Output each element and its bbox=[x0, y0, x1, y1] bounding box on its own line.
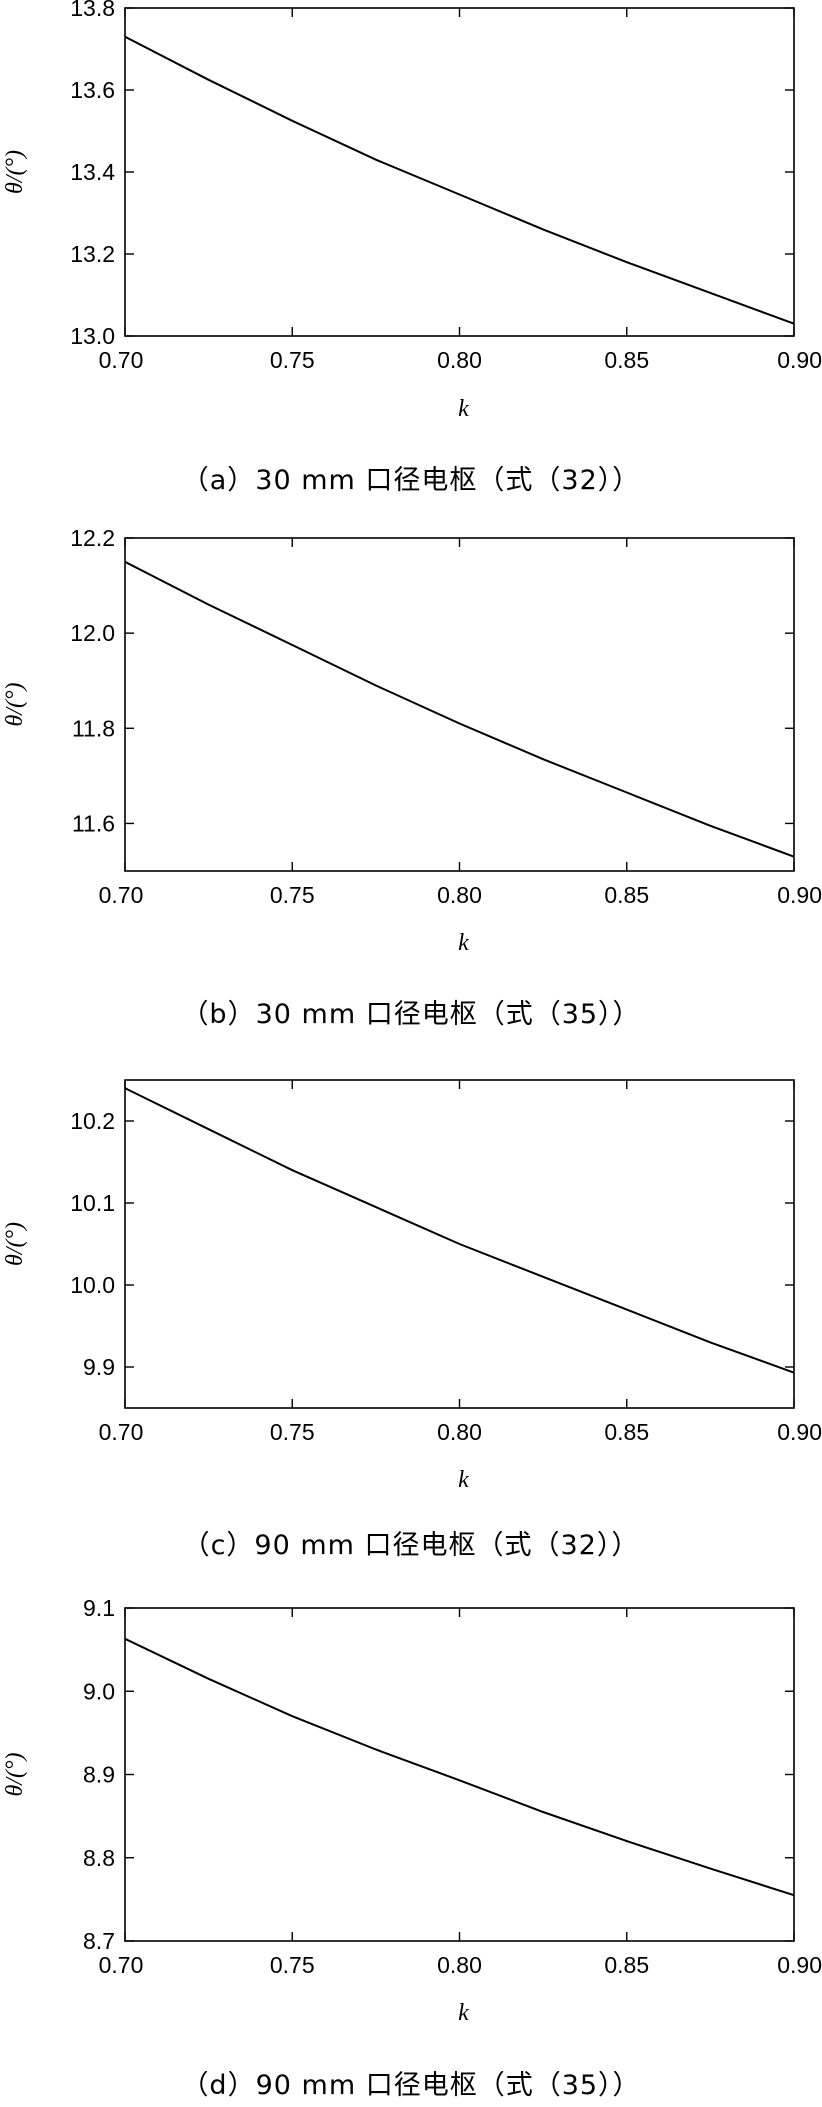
y-tick-label: 10.2 bbox=[70, 1108, 115, 1134]
y-tick-label: 11.6 bbox=[72, 810, 115, 836]
y-tick-label: 12.0 bbox=[70, 620, 115, 646]
x-tick-label: 0.85 bbox=[604, 347, 649, 373]
y-axis-label: θ/(°) bbox=[2, 1752, 28, 1796]
y-tick-label: 9.9 bbox=[83, 1354, 115, 1380]
x-axis-label: k bbox=[458, 2000, 469, 2026]
y-tick-label: 10.1 bbox=[70, 1190, 115, 1216]
y-tick-label: 13.0 bbox=[70, 323, 115, 349]
x-tick-label: 0.80 bbox=[437, 347, 482, 373]
x-tick-label: 0.85 bbox=[604, 1419, 649, 1445]
chart-caption: （a）30 mm 口径电枢（式（32）） bbox=[181, 465, 641, 496]
x-axis-label: k bbox=[458, 1467, 469, 1493]
x-tick-label: 0.75 bbox=[270, 347, 315, 373]
y-tick-label: 13.2 bbox=[70, 241, 115, 267]
y-tick-label: 10.0 bbox=[70, 1272, 115, 1298]
y-tick-label: 8.7 bbox=[83, 1928, 115, 1954]
chart-c: 0.70 0.75 0.80 0.85 0.90 9.9 10.0 10.1 10.2 k θ/(°… bbox=[2, 1079, 822, 1493]
x-tick-label: 0.80 bbox=[437, 1952, 482, 1978]
y-axis-label: θ/(°) bbox=[2, 150, 28, 194]
x-tick-label: 0.90 bbox=[777, 1952, 822, 1978]
y-tick-label: 13.4 bbox=[70, 159, 115, 185]
y-tick-label: 9.0 bbox=[83, 1678, 115, 1704]
y-tick-label: 8.8 bbox=[83, 1845, 115, 1871]
plot-frame bbox=[124, 1607, 795, 1942]
x-tick-label: 0.80 bbox=[437, 1419, 482, 1445]
series-line bbox=[124, 1087, 795, 1374]
y-tick-label: 13.8 bbox=[70, 0, 115, 21]
x-axis-label: k bbox=[458, 396, 469, 422]
y-axis-label: θ/(°) bbox=[2, 1222, 28, 1266]
x-tick-label: 0.70 bbox=[99, 882, 144, 908]
y-tick-label: 12.2 bbox=[70, 525, 115, 551]
y-axis-label: θ/(°) bbox=[2, 682, 28, 726]
x-tick-label: 0.90 bbox=[777, 347, 822, 373]
y-tick-label: 9.1 bbox=[83, 1595, 115, 1621]
chart-b: 0.70 0.75 0.80 0.85 0.90 11.6 11.8 12.0 12.2 k θ/(… bbox=[2, 525, 822, 956]
chart-d: 0.70 0.75 0.80 0.85 0.90 8.7 8.8 8.9 9.0 9.1 k θ/(°… bbox=[2, 1595, 822, 2026]
x-tick-label: 0.90 bbox=[777, 1419, 822, 1445]
x-tick-label: 0.70 bbox=[99, 1952, 144, 1978]
x-tick-label: 0.75 bbox=[270, 882, 315, 908]
x-tick-label: 0.75 bbox=[270, 1952, 315, 1978]
x-tick-label: 0.80 bbox=[437, 882, 482, 908]
plot-frame bbox=[124, 537, 795, 872]
x-axis-label: k bbox=[458, 930, 469, 956]
y-tick-label: 8.9 bbox=[83, 1762, 115, 1788]
x-tick-label: 0.85 bbox=[604, 882, 649, 908]
chart-caption: （b）30 mm 口径电枢（式（35）） bbox=[181, 999, 641, 1030]
chart-a: 0.70 0.75 0.80 0.85 0.90 13.0 13.2 13.4 13.6 13.8… bbox=[2, 0, 822, 422]
y-tick-label: 13.6 bbox=[70, 77, 115, 103]
chart-caption: （d）90 mm 口径电枢（式（35）） bbox=[181, 2070, 641, 2101]
series-line bbox=[124, 560, 795, 858]
y-tick-label: 11.8 bbox=[72, 715, 115, 741]
chart-caption: （c）90 mm 口径电枢（式（32）） bbox=[182, 1530, 640, 1561]
x-tick-label: 0.85 bbox=[604, 1952, 649, 1978]
x-tick-label: 0.75 bbox=[270, 1419, 315, 1445]
x-tick-label: 0.70 bbox=[99, 1419, 144, 1445]
series-line bbox=[124, 1637, 795, 1897]
x-tick-label: 0.70 bbox=[99, 347, 144, 373]
x-tick-label: 0.90 bbox=[777, 882, 822, 908]
series-line bbox=[124, 35, 795, 325]
